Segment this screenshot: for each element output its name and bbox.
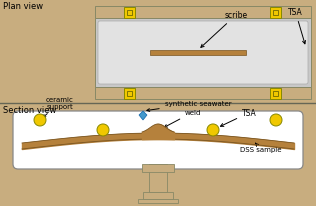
Bar <box>149 164 167 192</box>
Bar <box>127 11 132 15</box>
Text: TSA: TSA <box>288 8 306 44</box>
Bar <box>95 88 311 99</box>
Text: Section view: Section view <box>3 105 56 115</box>
Bar <box>95 7 311 19</box>
FancyBboxPatch shape <box>13 111 303 169</box>
FancyBboxPatch shape <box>98 22 308 85</box>
Bar <box>270 88 282 99</box>
Bar <box>143 192 173 199</box>
Bar <box>270 7 282 18</box>
Text: scribe: scribe <box>201 11 248 48</box>
Bar <box>142 164 174 172</box>
Text: weld: weld <box>164 109 201 128</box>
Text: TSA: TSA <box>221 109 257 127</box>
Bar <box>274 91 278 96</box>
Polygon shape <box>139 111 147 121</box>
Text: synthetic seawater: synthetic seawater <box>147 101 231 112</box>
Bar <box>127 91 132 96</box>
Text: Plan view: Plan view <box>3 2 43 11</box>
Text: ceramic
support: ceramic support <box>43 97 74 118</box>
Text: DSS sample: DSS sample <box>240 143 282 152</box>
Bar <box>125 88 136 99</box>
Bar <box>125 7 136 18</box>
Bar <box>150 51 246 56</box>
Bar <box>274 11 278 15</box>
Circle shape <box>270 115 282 126</box>
Circle shape <box>97 124 109 136</box>
Bar <box>138 199 178 203</box>
Circle shape <box>207 124 219 136</box>
Circle shape <box>34 115 46 126</box>
Bar <box>95 19 311 88</box>
